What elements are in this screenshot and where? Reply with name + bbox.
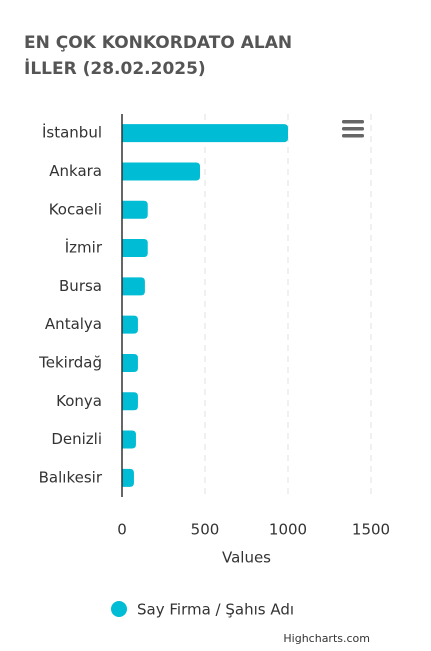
menu-bar xyxy=(342,120,364,124)
menu-button[interactable] xyxy=(342,120,364,138)
y-tick-label: İstanbul xyxy=(42,123,102,142)
bar xyxy=(122,353,138,372)
bar xyxy=(122,468,134,487)
bar xyxy=(122,162,201,181)
bar xyxy=(122,277,145,296)
y-tick-label: Antalya xyxy=(45,315,102,333)
chart-title: EN ÇOK KONKORDATO ALAN İLLER (28.02.2025… xyxy=(24,33,293,79)
bar xyxy=(122,239,148,258)
menu-bar xyxy=(342,127,364,131)
legend-symbol xyxy=(111,601,127,617)
x-tick-label: 0 xyxy=(117,521,127,539)
bar xyxy=(122,315,138,334)
y-tick-label: Konya xyxy=(56,392,102,410)
y-tick-label: İzmir xyxy=(65,238,103,257)
x-tick-label: 500 xyxy=(191,521,220,539)
y-tick-label: Denizli xyxy=(51,430,102,448)
y-tick-label: Bursa xyxy=(59,277,102,295)
credits: Highcharts.com xyxy=(283,632,370,645)
x-tick-label: 1500 xyxy=(352,521,390,539)
x-tick-label: 1000 xyxy=(269,521,307,539)
bar xyxy=(122,124,288,143)
y-tick-label: Kocaeli xyxy=(49,200,102,218)
y-tick-label: Balıkesir xyxy=(39,468,103,486)
bar xyxy=(122,430,136,449)
bar xyxy=(122,200,148,219)
x-axis-title: Values xyxy=(222,549,271,567)
legend-label: Say Firma / Şahıs Adı xyxy=(137,601,294,619)
menu-bar xyxy=(342,134,364,138)
bar xyxy=(122,392,138,411)
y-tick-label: Ankara xyxy=(49,162,102,180)
y-tick-label: Tekirdağ xyxy=(38,353,102,371)
